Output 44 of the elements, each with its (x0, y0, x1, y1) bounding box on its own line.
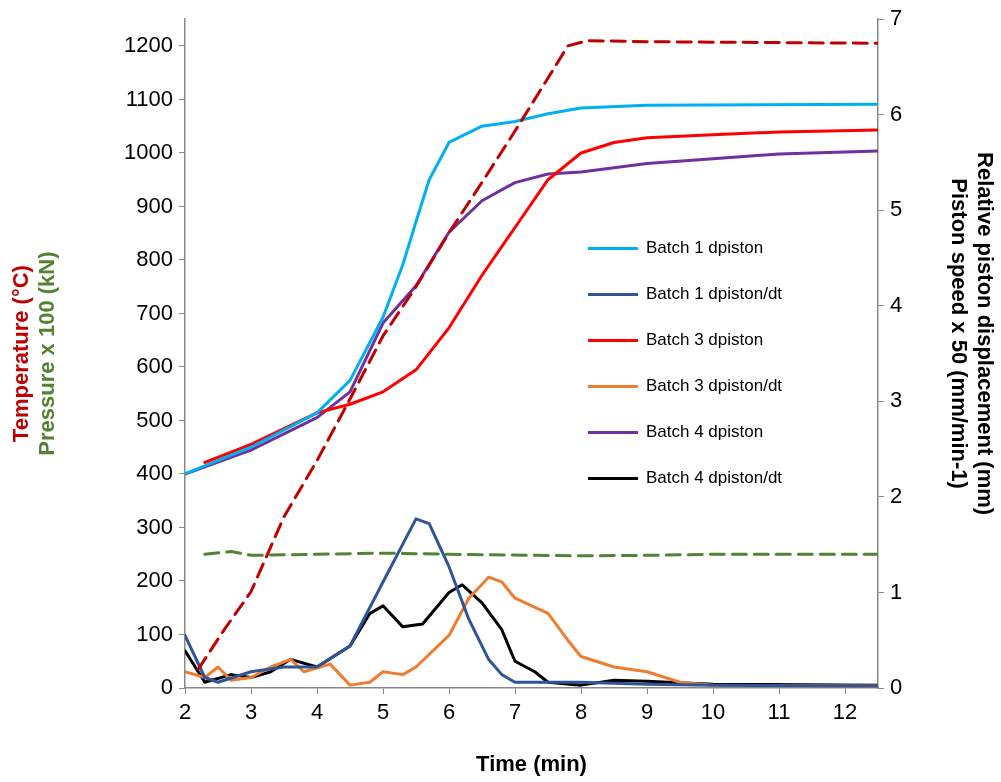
x-tick-label: 11 (767, 699, 791, 725)
y2-tick-label: 4 (890, 291, 903, 317)
x-tick-label: 8 (574, 699, 588, 725)
text: Temperature (°C) (8, 265, 34, 443)
text: Relative piston displacement (mm) (972, 152, 998, 516)
y2-tick-label: 1 (890, 578, 903, 604)
legend-label: Batch 1 dpiston (646, 238, 764, 258)
y-tick-label: 400 (136, 460, 173, 486)
x-axis-title: Time (min) (476, 750, 587, 776)
y-tick-label: 1200 (124, 32, 173, 58)
y-tick-label: 100 (136, 620, 173, 646)
y-tick-label: 500 (136, 406, 173, 432)
y-tick-label: 800 (136, 246, 173, 272)
x-tick-label: 2 (178, 699, 192, 725)
x-tick-label: 7 (508, 699, 522, 725)
text: Pressure x 100 (kN) (34, 251, 60, 456)
x-tick-label: 9 (640, 699, 654, 725)
legend-label: Batch 4 dpiston (646, 422, 764, 442)
legend-label: Batch 3 dpiston (646, 330, 764, 350)
y2-tick-label: 3 (890, 387, 903, 413)
x-tick-label: 5 (376, 699, 390, 725)
y-tick-label: 300 (136, 513, 173, 539)
y-tick-label: 0 (160, 674, 173, 700)
text: Piston speed x 50 (mm/min-1) (946, 178, 972, 489)
y2-tick-label: 5 (890, 196, 903, 222)
legend-label: Batch 3 dpiston/dt (646, 376, 783, 396)
line-series (196, 39, 878, 671)
y2-tick-label: 2 (890, 482, 903, 508)
y2-tick-label: 6 (890, 100, 903, 126)
y-tick-label: 1000 (124, 139, 173, 165)
y-tick-label: 700 (136, 299, 173, 325)
x-tick-label: 10 (700, 699, 726, 725)
x-tick-label: 12 (832, 699, 858, 725)
y-tick-label: 200 (136, 567, 173, 593)
y-tick-label: 600 (136, 353, 173, 379)
x-tick-label: 3 (244, 699, 258, 725)
y-tick-label: 900 (136, 192, 173, 218)
y-tick-label: 1100 (125, 85, 173, 111)
x-tick-label: 4 (310, 699, 324, 725)
y2-tick-label: 0 (890, 674, 903, 700)
legend-label: Batch 4 dpiston/dt (646, 468, 783, 488)
x-tick-label: 6 (442, 699, 456, 725)
legend-label: Batch 1 dpiston/dt (646, 284, 783, 304)
y2-tick-label: 7 (890, 5, 903, 31)
